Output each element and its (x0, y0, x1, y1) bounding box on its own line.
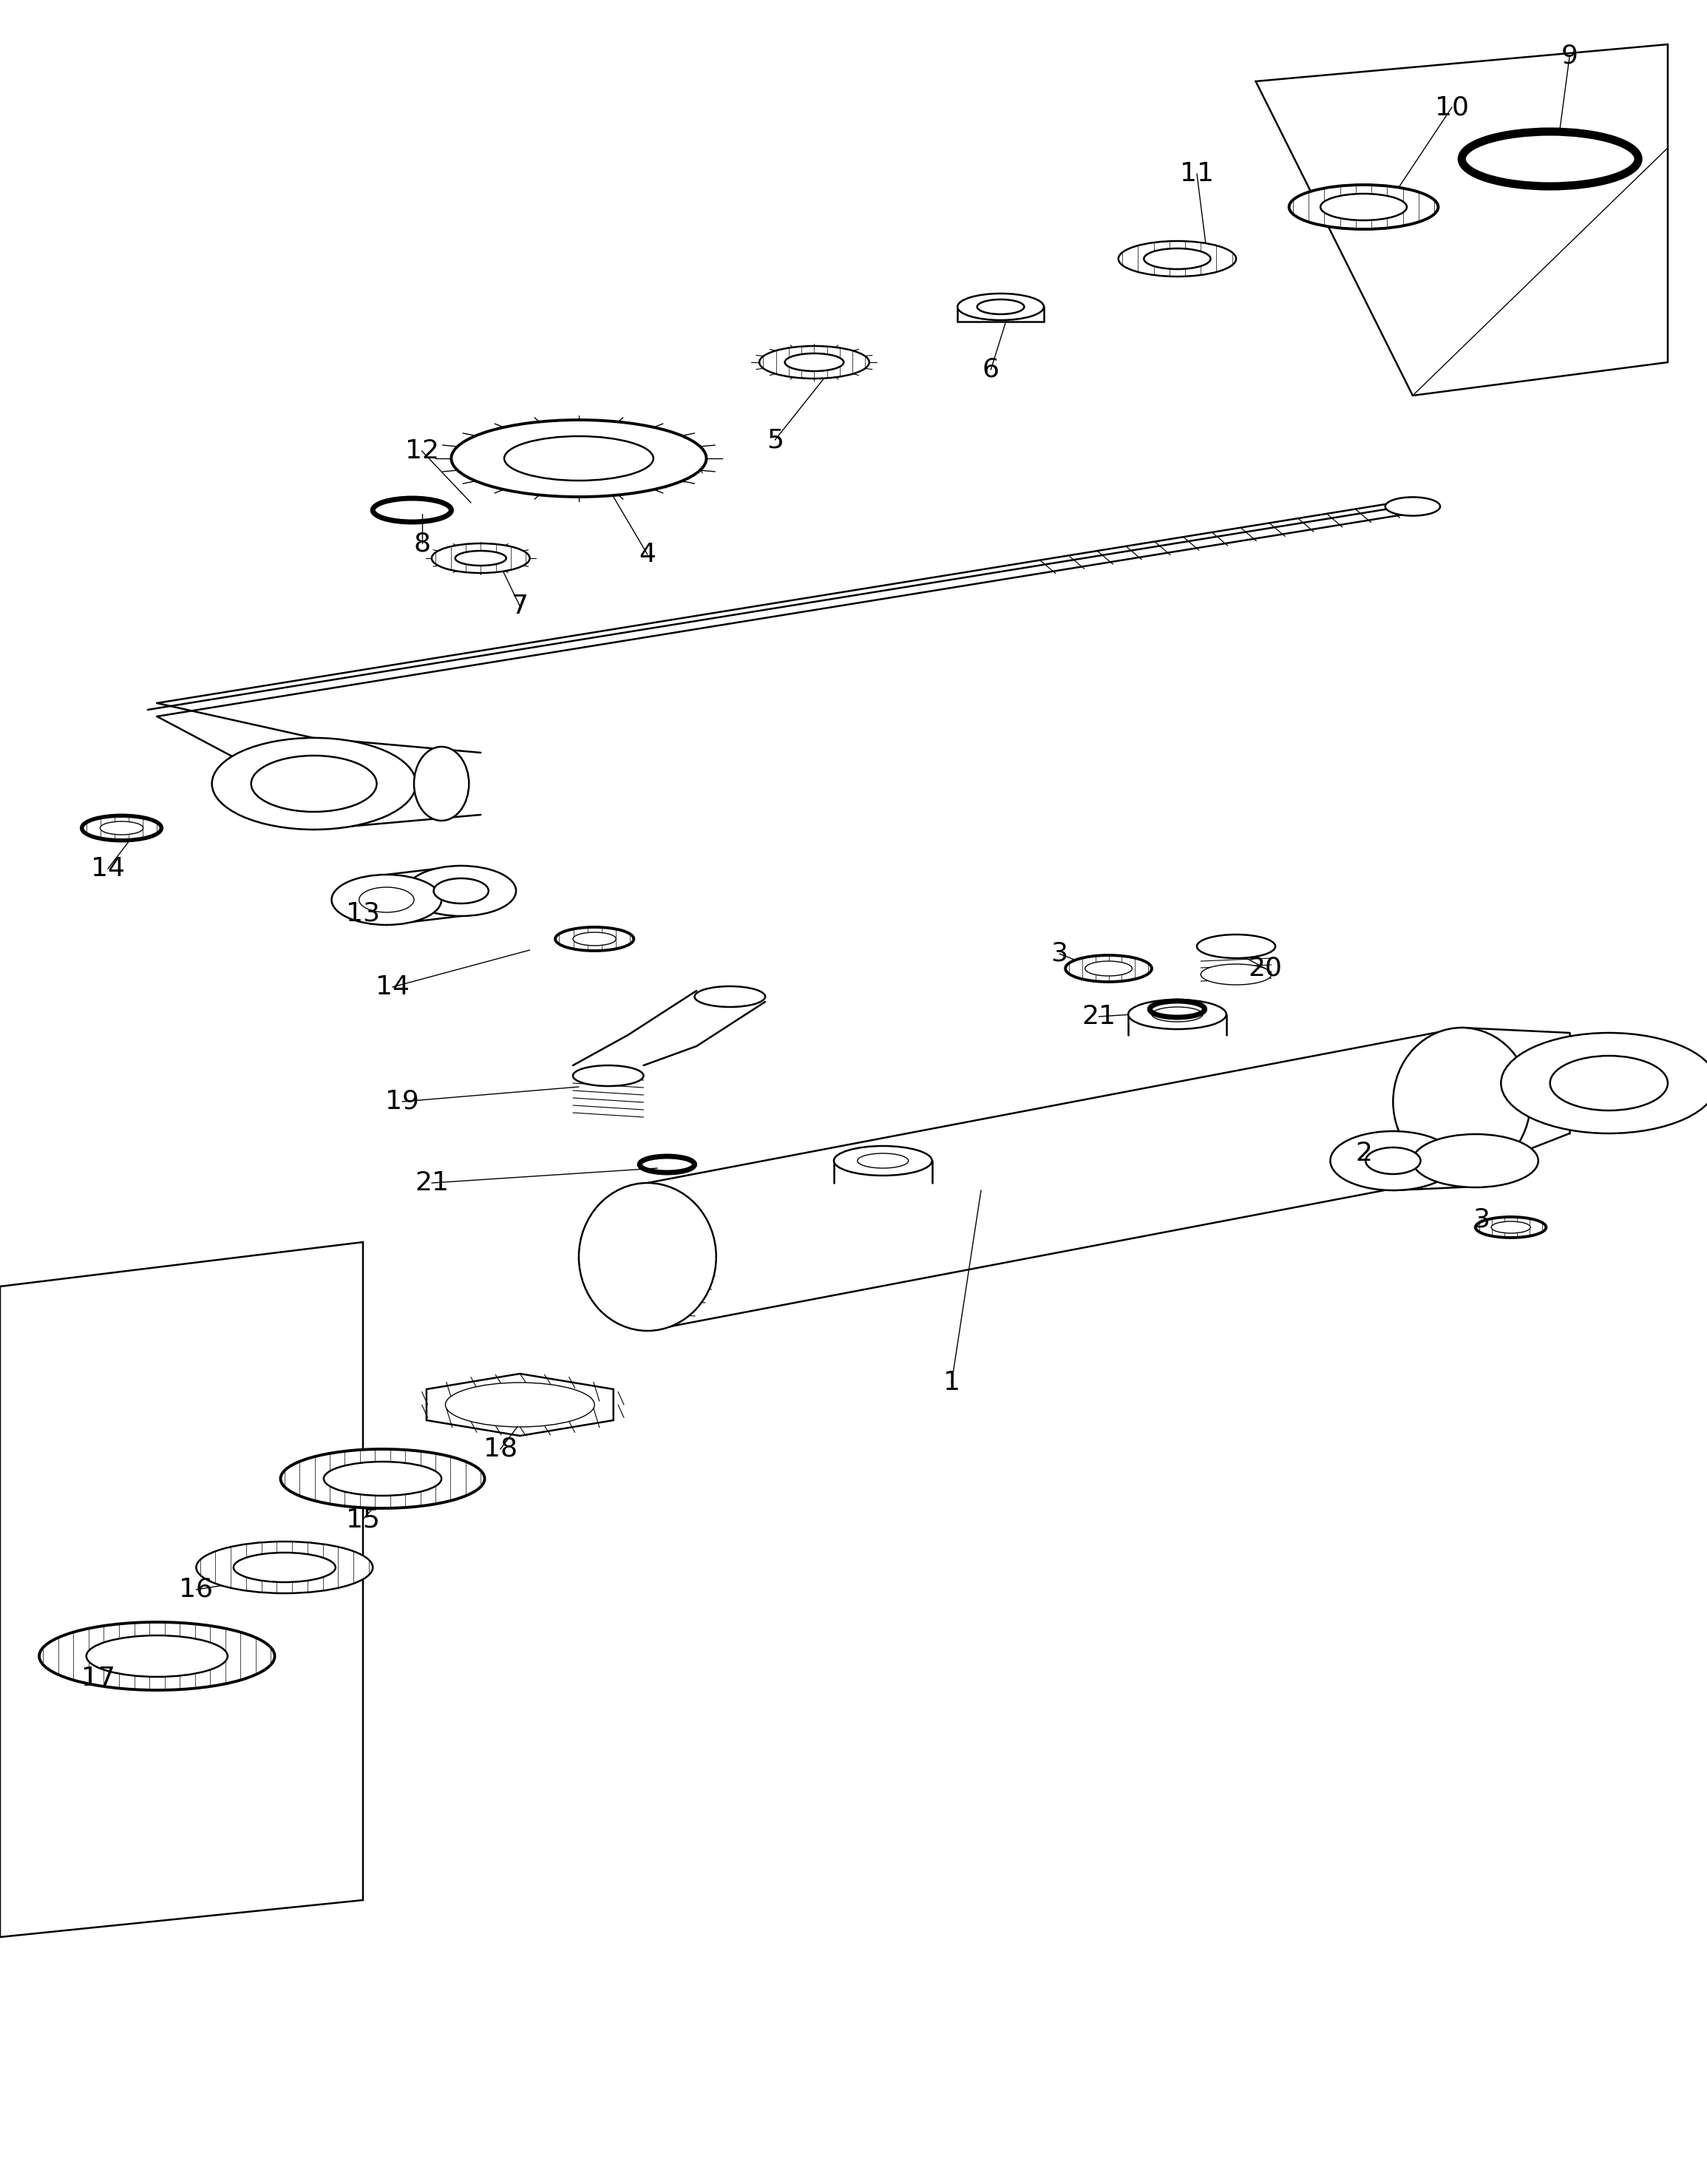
Ellipse shape (1321, 194, 1407, 221)
Text: 14: 14 (376, 974, 410, 1000)
Ellipse shape (760, 345, 869, 378)
Ellipse shape (406, 865, 516, 915)
Text: 16: 16 (179, 1577, 213, 1603)
Text: 8: 8 (413, 531, 430, 557)
Ellipse shape (1500, 1033, 1707, 1133)
Ellipse shape (415, 747, 469, 821)
Text: 2: 2 (1355, 1140, 1372, 1166)
Ellipse shape (212, 738, 417, 830)
Ellipse shape (101, 821, 143, 834)
Ellipse shape (280, 1450, 485, 1509)
Ellipse shape (1128, 1000, 1226, 1029)
Text: 11: 11 (1180, 162, 1214, 186)
Text: 9: 9 (1562, 44, 1577, 68)
Ellipse shape (1550, 1055, 1668, 1109)
Text: 19: 19 (386, 1090, 420, 1114)
Text: 1: 1 (942, 1369, 959, 1396)
Ellipse shape (1144, 249, 1210, 269)
Ellipse shape (82, 817, 160, 841)
Ellipse shape (1413, 1133, 1538, 1188)
Ellipse shape (1475, 1216, 1547, 1238)
Ellipse shape (331, 874, 442, 924)
Ellipse shape (695, 987, 765, 1007)
Text: 14: 14 (90, 856, 125, 882)
Ellipse shape (574, 933, 616, 946)
Ellipse shape (324, 1461, 442, 1496)
Text: 7: 7 (512, 594, 529, 618)
Ellipse shape (234, 1553, 336, 1581)
Ellipse shape (574, 1066, 644, 1085)
Ellipse shape (1065, 954, 1152, 983)
Ellipse shape (1384, 498, 1441, 515)
Ellipse shape (456, 550, 507, 566)
Text: 10: 10 (1436, 94, 1470, 120)
Ellipse shape (1197, 935, 1275, 959)
Text: 20: 20 (1248, 957, 1282, 981)
Ellipse shape (434, 878, 488, 904)
Ellipse shape (1366, 1147, 1420, 1175)
Text: 18: 18 (483, 1437, 517, 1461)
Ellipse shape (251, 756, 377, 812)
Ellipse shape (579, 1184, 717, 1330)
Ellipse shape (1393, 1029, 1531, 1175)
Ellipse shape (432, 544, 529, 572)
Ellipse shape (835, 1147, 932, 1175)
Text: 12: 12 (405, 439, 439, 463)
Ellipse shape (39, 1623, 275, 1690)
Ellipse shape (451, 419, 707, 496)
Text: 3: 3 (1473, 1208, 1490, 1232)
Ellipse shape (976, 299, 1024, 314)
Text: 15: 15 (347, 1507, 381, 1531)
Ellipse shape (1200, 963, 1272, 985)
Ellipse shape (446, 1382, 594, 1426)
Ellipse shape (857, 1153, 908, 1168)
Text: 3: 3 (1052, 941, 1069, 965)
Ellipse shape (1118, 240, 1236, 277)
Ellipse shape (1152, 1007, 1203, 1022)
Ellipse shape (358, 887, 415, 913)
Text: 21: 21 (1082, 1005, 1116, 1029)
Text: 5: 5 (766, 428, 784, 452)
Ellipse shape (785, 354, 843, 371)
Text: 21: 21 (415, 1171, 449, 1195)
Ellipse shape (504, 437, 654, 480)
Text: 13: 13 (347, 900, 381, 926)
Text: 4: 4 (638, 542, 655, 568)
Ellipse shape (1492, 1221, 1531, 1234)
Ellipse shape (1086, 961, 1132, 976)
Ellipse shape (87, 1636, 227, 1677)
Ellipse shape (196, 1542, 372, 1594)
Ellipse shape (1289, 186, 1439, 229)
Text: 17: 17 (82, 1666, 114, 1690)
Ellipse shape (958, 293, 1043, 321)
Ellipse shape (1330, 1131, 1456, 1190)
Text: 6: 6 (982, 358, 999, 382)
Polygon shape (427, 1374, 613, 1435)
Ellipse shape (555, 928, 633, 950)
